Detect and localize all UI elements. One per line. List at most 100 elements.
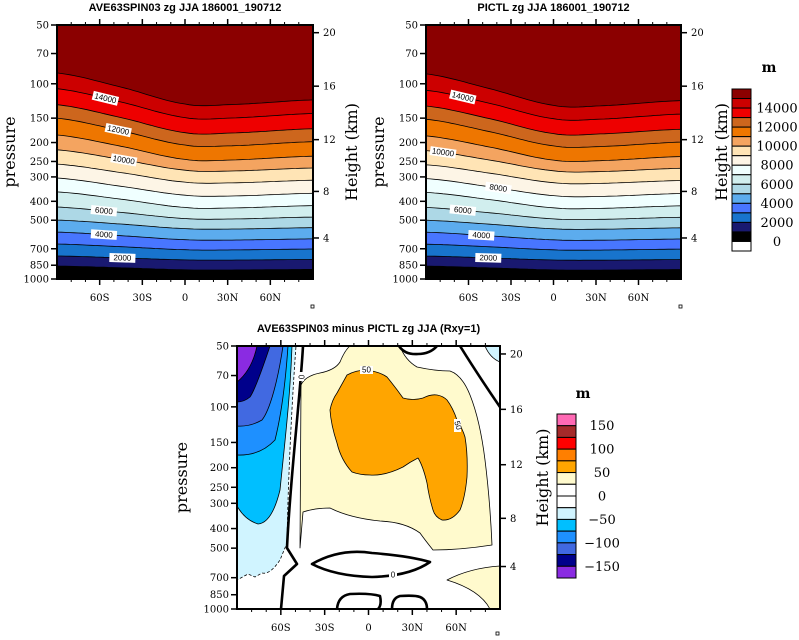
y-tick-label: 200	[30, 138, 49, 149]
corner-mark	[310, 304, 315, 309]
contour-label-group: 6000	[449, 204, 477, 216]
y-tick-label: 100	[30, 79, 49, 90]
contour-label: 2000	[113, 253, 132, 263]
colorbar-box	[731, 145, 752, 157]
contour-line-10000	[425, 150, 682, 173]
contour-label-group: 8000	[484, 181, 512, 195]
height-tick-label: 8	[691, 187, 697, 198]
y-tick-label: 500	[399, 216, 418, 227]
x-tick-label: 0	[365, 623, 371, 634]
region-minus-25-top-right	[484, 346, 500, 363]
height-tick-label: 4	[323, 233, 329, 244]
height-axis-label: Height (km)	[342, 103, 361, 201]
contour-label: 2000	[479, 253, 498, 263]
colorbar-box	[556, 460, 577, 474]
contour-line-8000	[56, 177, 314, 197]
colorbar-box	[731, 174, 752, 185]
contour-line-7000	[425, 192, 682, 210]
colorbar-box	[556, 436, 577, 450]
contour-line-1000	[56, 265, 313, 271]
region-50-to-75	[329, 369, 468, 521]
band-fill-below-1000	[426, 266, 681, 279]
zero-contour-top	[397, 346, 438, 356]
height-tick-label: 4	[691, 233, 697, 244]
colorbar-box	[731, 202, 752, 214]
y-tick-label: 500	[210, 544, 229, 555]
y-tick-label: 50	[36, 21, 49, 32]
band-fill-below-1000	[57, 266, 313, 279]
contour-line-5000	[425, 219, 682, 230]
y-tick-label: 70	[36, 49, 49, 60]
colorbar-box	[556, 565, 577, 579]
colorbar-box	[556, 425, 577, 438]
colorbar-label: −150	[584, 560, 620, 575]
contour-line-15000	[425, 73, 682, 108]
x-tick-label: 30S	[133, 293, 153, 304]
plot-difference: 0 50 50 0 AVE63SPIN03 minus PICTL zg JJA…	[172, 323, 552, 636]
x-tick-label: 30N	[402, 623, 424, 634]
colorbar-box	[731, 164, 752, 176]
contour-line-2000	[57, 255, 314, 261]
colorbar-box	[731, 98, 752, 109]
colorbar-box	[556, 542, 577, 556]
colorbar-box	[731, 136, 752, 147]
height-tick-label: 20	[510, 349, 523, 360]
colorbar-box	[731, 183, 752, 195]
height-tick-label: 12	[510, 460, 523, 471]
y-tick-label: 400	[210, 524, 229, 535]
height-axis-label: Height (km)	[533, 429, 552, 527]
x-tick-label: 60N	[445, 623, 467, 634]
contour-label: 4000	[95, 230, 114, 240]
y-tick-label: 150	[210, 438, 229, 449]
plot-title: PICTL zg JJA 186001_190712	[477, 2, 629, 14]
contour-label: 0	[296, 375, 305, 380]
colorbar-box	[731, 240, 752, 252]
colorbar-box	[731, 126, 752, 138]
x-tick-label: 60S	[90, 293, 110, 304]
contour-line-11000	[56, 134, 314, 162]
colorbar-label: 12000	[756, 121, 797, 136]
colorbar-label: 0	[773, 235, 781, 250]
y-tick-label: 200	[210, 463, 229, 474]
region-25-to-50-lower-right	[446, 565, 500, 609]
colorbar-label: 100	[590, 443, 615, 458]
contour-label-group: 10000	[110, 153, 138, 167]
contour-label: 50	[362, 366, 371, 375]
contour-line-9000	[425, 164, 682, 185]
contour-label: 6000	[454, 205, 473, 216]
y-tick-label: 1000	[24, 275, 49, 286]
zero-contour-bottom-left	[335, 592, 382, 609]
colorbar-unit: m	[762, 60, 777, 76]
y-tick-label: 1000	[393, 275, 418, 286]
contour-line-3000	[56, 243, 313, 251]
y-tick-label: 50	[216, 342, 229, 353]
y-tick-label: 300	[210, 499, 229, 510]
contour-line-11000	[425, 135, 682, 162]
contour-label: 10000	[112, 154, 136, 167]
contour-line-1000	[425, 265, 681, 271]
height-tick-label: 16	[691, 82, 704, 93]
height-tick-label: 20	[691, 28, 704, 39]
plot-title: AVE63SPIN03 zg JJA 186001_190712	[89, 2, 282, 14]
y-axis-label: pressure	[172, 442, 191, 513]
y-tick-label: 300	[399, 172, 418, 183]
y-tick-label: 700	[210, 573, 229, 584]
height-tick-label: 12	[691, 135, 704, 146]
colorbar-box	[731, 221, 752, 233]
colorbar-label: 4000	[760, 197, 793, 212]
y-tick-label: 150	[399, 114, 418, 125]
colorbar-box	[731, 155, 752, 166]
corner-mark	[678, 304, 683, 309]
colorbar-box	[556, 472, 577, 485]
plot-title: AVE63SPIN03 minus PICTL zg JJA (Rxy=1)	[257, 323, 481, 335]
height-tick-label: 12	[323, 135, 336, 146]
colorbar-box	[731, 117, 752, 128]
height-tick-label: 4	[510, 562, 516, 573]
y-tick-label: 300	[30, 172, 49, 183]
y-tick-label: 700	[399, 244, 418, 255]
colorbar-box	[731, 231, 752, 242]
y-tick-label: 100	[399, 79, 418, 90]
y-tick-label: 250	[30, 157, 49, 168]
contour-labels: 0 50 50 0	[296, 366, 463, 580]
contour-label-group: 4000	[468, 229, 495, 241]
